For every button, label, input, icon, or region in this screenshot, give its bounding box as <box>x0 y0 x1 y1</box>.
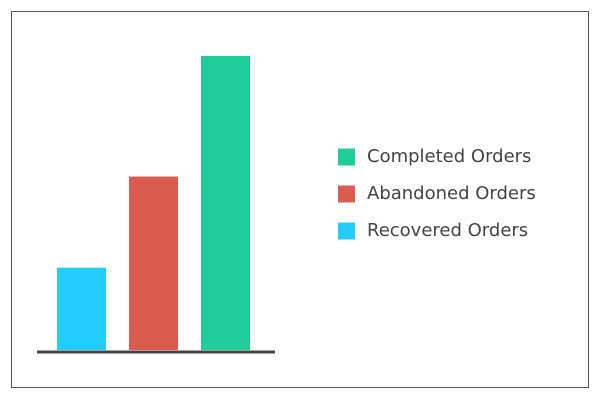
bar <box>57 267 106 350</box>
legend-label: Completed Orders <box>367 146 531 167</box>
legend-label: Abandoned Orders <box>367 183 536 204</box>
legend-swatch <box>338 222 355 240</box>
legend-swatch <box>338 185 355 203</box>
bar <box>201 56 250 350</box>
bar <box>129 176 178 350</box>
legend-label: Recovered Orders <box>367 220 528 241</box>
legend-swatch <box>338 148 355 166</box>
frame <box>11 11 589 388</box>
